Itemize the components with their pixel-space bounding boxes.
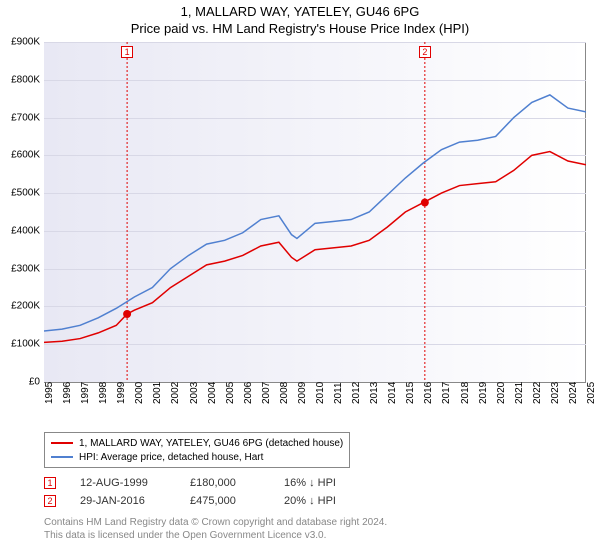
series-line-hpi <box>44 95 586 331</box>
x-tick-label: 1997 <box>80 382 91 404</box>
x-tick-label: 2018 <box>460 382 471 404</box>
sale-date: 12-AUG-1999 <box>80 477 166 489</box>
x-tick-label: 1999 <box>116 382 127 404</box>
attribution-line1: Contains HM Land Registry data © Crown c… <box>44 516 387 529</box>
x-tick-label: 2008 <box>279 382 290 404</box>
x-tick-label: 2003 <box>189 382 200 404</box>
x-tick-label: 2011 <box>333 382 344 404</box>
x-tick-label: 2010 <box>315 382 326 404</box>
x-tick-label: 2000 <box>134 382 145 404</box>
x-tick-label: 2012 <box>351 382 362 404</box>
plot-svg <box>44 42 586 382</box>
sale-marker-label: 2 <box>419 46 431 58</box>
x-tick-label: 2016 <box>423 382 434 404</box>
sale-date: 29-JAN-2016 <box>80 495 166 507</box>
x-tick-label: 2021 <box>514 382 525 404</box>
sale-row-marker: 1 <box>44 477 56 489</box>
legend-item: HPI: Average price, detached house, Hart <box>51 450 343 464</box>
sale-price: £180,000 <box>190 477 260 489</box>
x-tick-label: 2024 <box>568 382 579 404</box>
legend-swatch <box>51 442 73 444</box>
sale-row: 2 29-JAN-2016 £475,000 20% ↓ HPI <box>44 492 364 510</box>
legend: 1, MALLARD WAY, YATELEY, GU46 6PG (detac… <box>44 432 350 468</box>
y-tick-label: £200K <box>11 301 40 312</box>
attribution: Contains HM Land Registry data © Crown c… <box>44 516 387 542</box>
x-tick-label: 2022 <box>532 382 543 404</box>
chart-title: 1, MALLARD WAY, YATELEY, GU46 6PG <box>0 4 600 19</box>
sale-diff: 16% ↓ HPI <box>284 477 364 489</box>
x-tick-label: 2013 <box>369 382 380 404</box>
legend-label: HPI: Average price, detached house, Hart <box>79 452 263 463</box>
x-tick-label: 2009 <box>297 382 308 404</box>
x-axis: 1995 1996 1997 1998 1999 2000 2001 2002 2003 2004… <box>44 382 586 428</box>
y-tick-label: £600K <box>11 150 40 161</box>
x-tick-label: 2007 <box>261 382 272 404</box>
y-tick-label: £900K <box>11 37 40 48</box>
x-tick-label: 2004 <box>207 382 218 404</box>
y-tick-label: £0 <box>29 377 40 388</box>
sale-price: £475,000 <box>190 495 260 507</box>
y-tick-label: £100K <box>11 339 40 350</box>
sales-table: 1 12-AUG-1999 £180,000 16% ↓ HPI 2 29-JAN-201… <box>44 474 364 510</box>
sale-marker-label: 1 <box>121 46 133 58</box>
x-tick-label: 2002 <box>170 382 181 404</box>
legend-swatch <box>51 456 73 458</box>
x-tick-label: 2023 <box>550 382 561 404</box>
sale-diff: 20% ↓ HPI <box>284 495 364 507</box>
x-tick-label: 1995 <box>44 382 55 404</box>
sale-marker-dot <box>123 310 131 318</box>
x-tick-label: 2014 <box>387 382 398 404</box>
sale-row: 1 12-AUG-1999 £180,000 16% ↓ HPI <box>44 474 364 492</box>
x-tick-label: 2020 <box>496 382 507 404</box>
sale-row-marker: 2 <box>44 495 56 507</box>
y-tick-label: £700K <box>11 112 40 123</box>
sale-marker-dot <box>421 199 429 207</box>
legend-label: 1, MALLARD WAY, YATELEY, GU46 6PG (detac… <box>79 438 343 449</box>
x-tick-label: 2019 <box>478 382 489 404</box>
chart-subtitle: Price paid vs. HM Land Registry's House … <box>0 21 600 36</box>
x-tick-label: 2015 <box>405 382 416 404</box>
y-tick-label: £800K <box>11 74 40 85</box>
x-tick-label: 1998 <box>98 382 109 404</box>
x-tick-label: 2025 <box>586 382 597 404</box>
x-tick-label: 2001 <box>152 382 163 404</box>
x-tick-label: 2017 <box>441 382 452 404</box>
y-tick-label: £300K <box>11 263 40 274</box>
chart-plot-area: 12 <box>44 42 586 382</box>
x-tick-label: 2006 <box>243 382 254 404</box>
attribution-line2: This data is licensed under the Open Gov… <box>44 529 387 542</box>
legend-item: 1, MALLARD WAY, YATELEY, GU46 6PG (detac… <box>51 436 343 450</box>
x-tick-label: 1996 <box>62 382 73 404</box>
y-axis: £0£100K£200K£300K£400K£500K£600K£700K£80… <box>0 42 44 382</box>
y-tick-label: £500K <box>11 188 40 199</box>
x-tick-label: 2005 <box>225 382 236 404</box>
y-tick-label: £400K <box>11 225 40 236</box>
